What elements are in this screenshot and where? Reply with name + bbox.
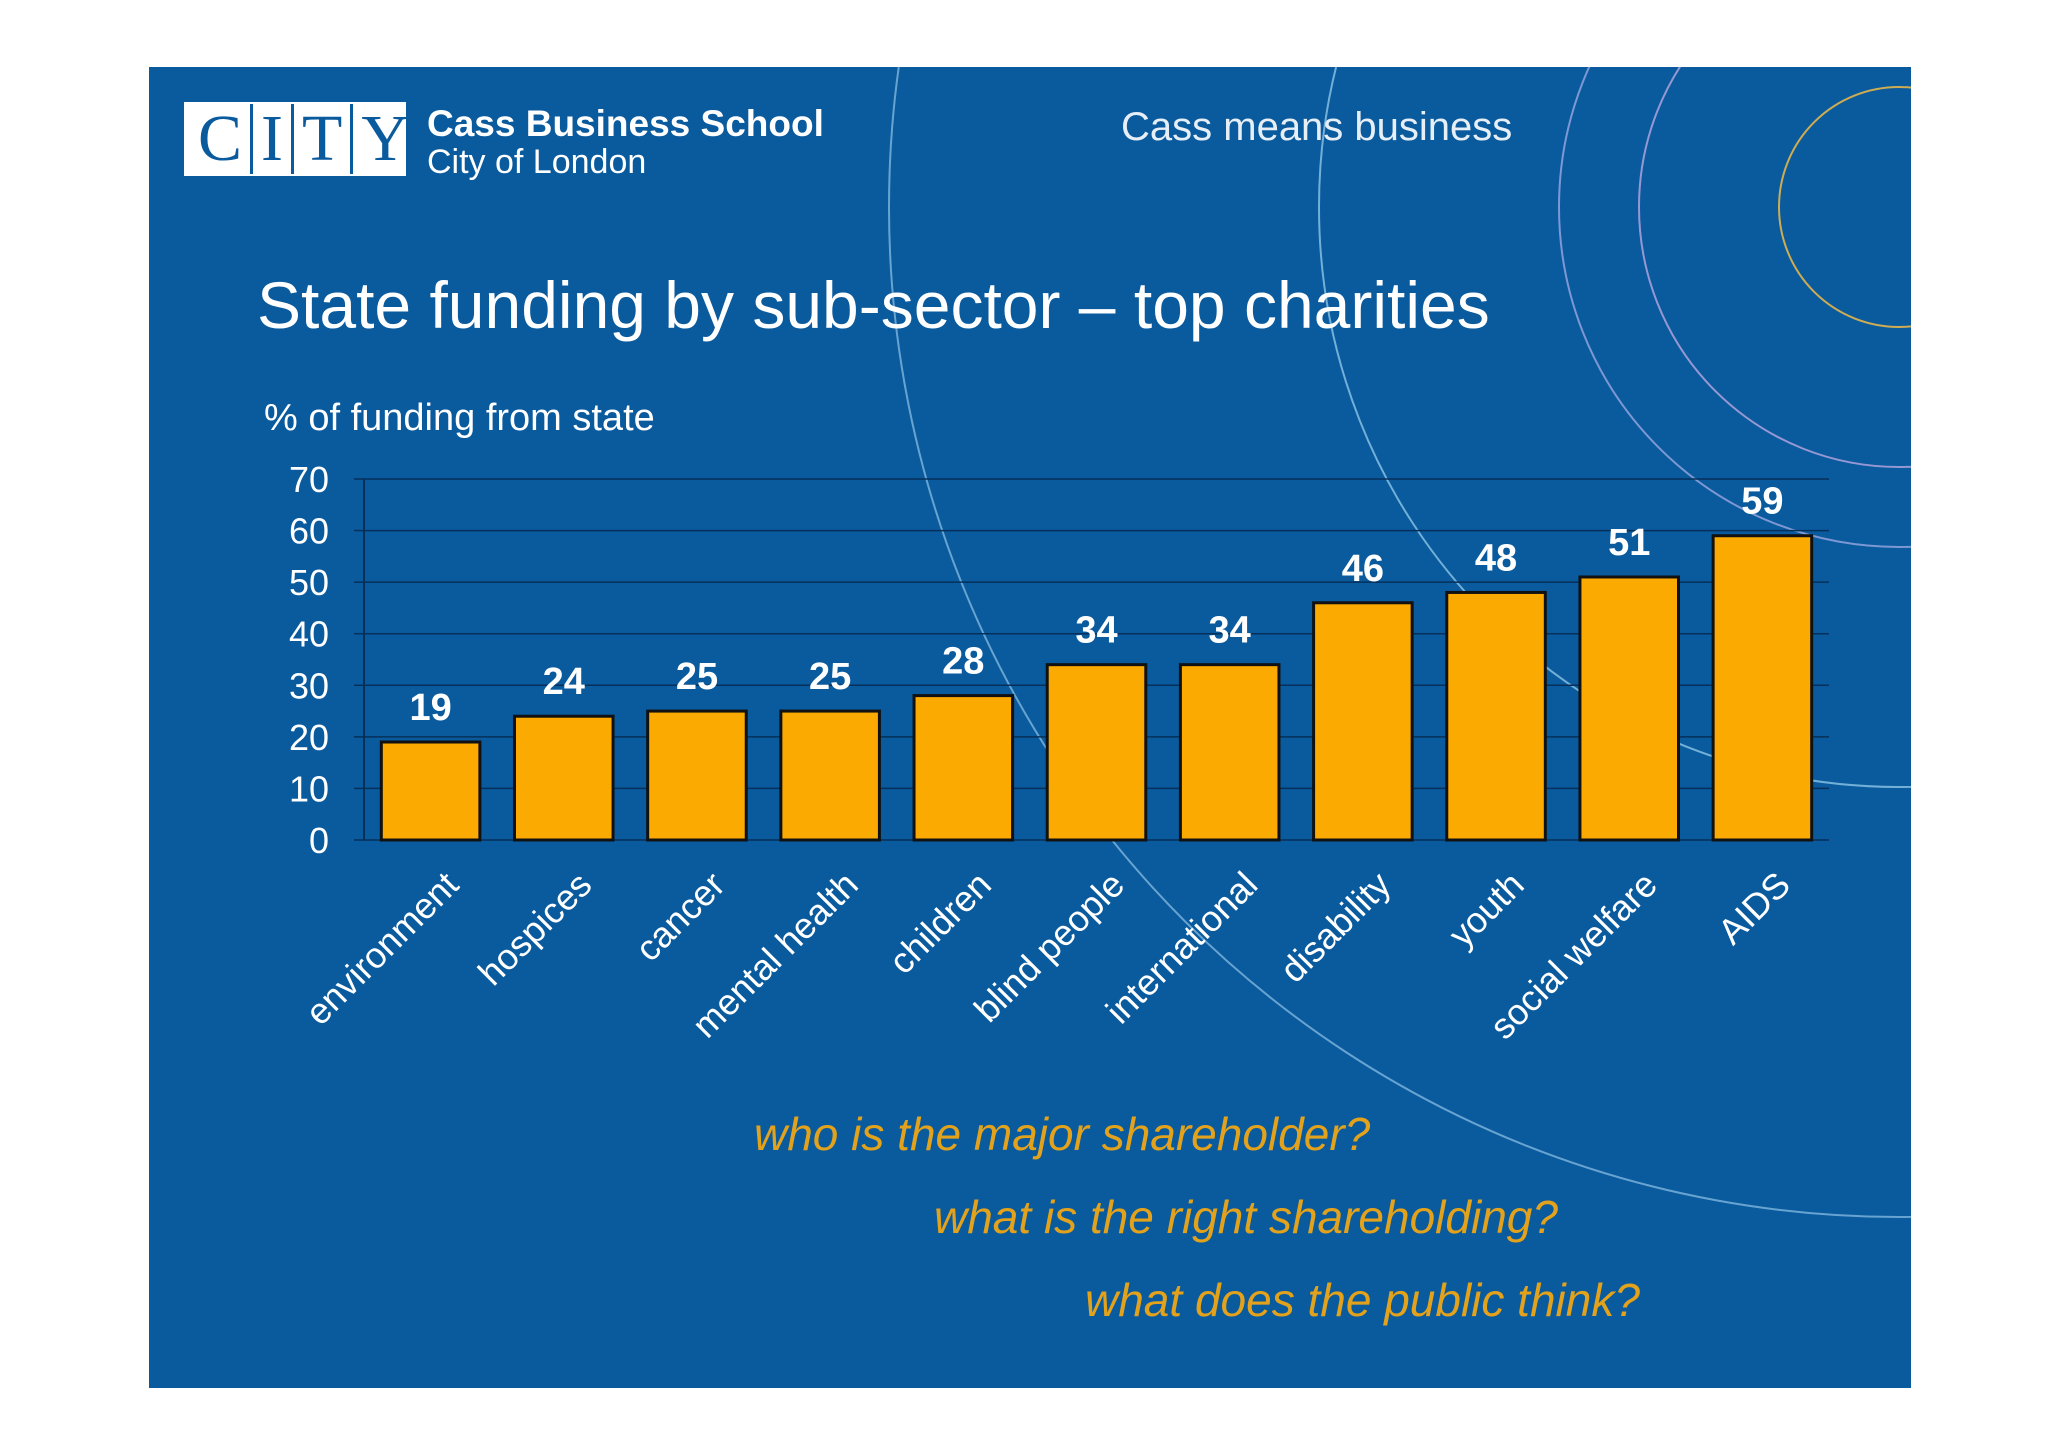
logo-letter: T bbox=[291, 104, 350, 174]
school-subtitle: City of London bbox=[427, 143, 647, 181]
question-2: what is the right shareholding? bbox=[934, 1191, 1558, 1243]
bar bbox=[912, 694, 1015, 842]
bar-chart: 0 10 20 30 40 50 60 70 19 environment 24 hospices 25… bbox=[289, 459, 1829, 1047]
data-label: 34 bbox=[1075, 610, 1117, 652]
bar bbox=[1578, 575, 1681, 842]
x-tick-label: children bbox=[881, 864, 999, 982]
data-label: 34 bbox=[1209, 610, 1251, 652]
bar bbox=[779, 709, 881, 842]
y-tick-label: 10 bbox=[289, 768, 329, 809]
x-tick-label: environment bbox=[297, 864, 466, 1033]
y-tick-label: 40 bbox=[289, 614, 329, 655]
y-tick-label: 20 bbox=[289, 717, 329, 758]
data-label: 46 bbox=[1342, 548, 1384, 590]
data-label: 48 bbox=[1475, 537, 1517, 579]
slide: C I T Y Cass Business School City of Lon… bbox=[149, 67, 1911, 1388]
question-3: what does the public think? bbox=[1085, 1274, 1640, 1326]
bar bbox=[1445, 590, 1547, 842]
x-tick-label: AIDS bbox=[1710, 864, 1798, 952]
data-label: 25 bbox=[676, 656, 718, 698]
y-axis-label: % of funding from state bbox=[264, 397, 655, 439]
x-tick-label: cancer bbox=[627, 864, 732, 969]
logo-letter: I bbox=[250, 104, 291, 174]
data-label: 28 bbox=[942, 641, 984, 683]
x-tick-label: youth bbox=[1440, 864, 1531, 955]
data-label: 51 bbox=[1608, 522, 1650, 564]
y-tick-label: 0 bbox=[309, 820, 329, 861]
y-tick-label: 60 bbox=[289, 511, 329, 552]
bar bbox=[512, 714, 615, 842]
data-label: 19 bbox=[409, 687, 451, 729]
school-name: Cass Business School bbox=[427, 103, 824, 144]
bar bbox=[1178, 663, 1281, 842]
bar bbox=[379, 740, 482, 842]
y-tick-label: 70 bbox=[289, 459, 329, 500]
tagline: Cass means business bbox=[1121, 105, 1513, 149]
x-tick-label: disability bbox=[1272, 864, 1399, 991]
y-tick-label: 30 bbox=[289, 665, 329, 706]
bar bbox=[1045, 663, 1148, 842]
logo-letter: C bbox=[198, 102, 243, 175]
decorative-arcs bbox=[888, 67, 1911, 1218]
chart-title: State funding by sub-sector – top charit… bbox=[257, 268, 1490, 342]
data-label: 25 bbox=[809, 656, 851, 698]
city-logo: C I T Y bbox=[184, 102, 409, 176]
y-tick-label: 50 bbox=[289, 562, 329, 603]
bar bbox=[646, 709, 748, 842]
bar bbox=[1312, 601, 1414, 842]
x-tick-label: hospices bbox=[470, 864, 599, 993]
data-label: 24 bbox=[543, 661, 585, 703]
data-label: 59 bbox=[1741, 481, 1783, 523]
logo-letter: Y bbox=[350, 104, 417, 174]
question-1: who is the major shareholder? bbox=[754, 1108, 1371, 1160]
bar bbox=[1711, 534, 1814, 842]
